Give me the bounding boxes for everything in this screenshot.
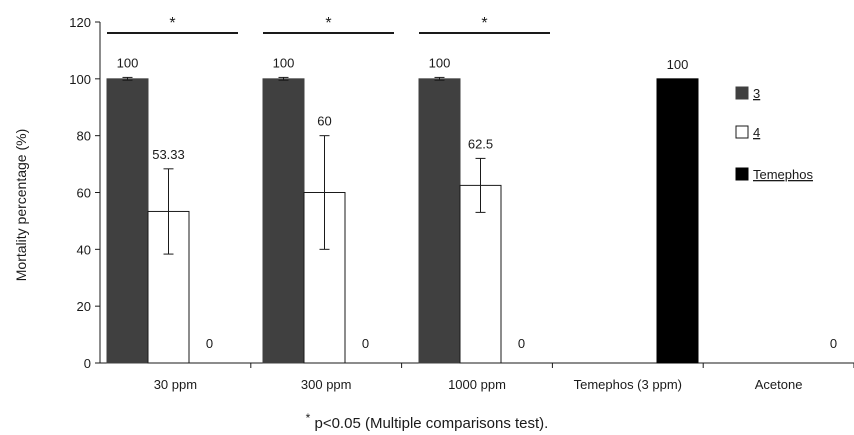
x-tick-label: 300 ppm	[301, 377, 352, 392]
legend-swatch	[735, 125, 749, 139]
x-tick-label: 1000 ppm	[448, 377, 506, 392]
bar	[459, 184, 502, 364]
y-tick-label: 0	[84, 356, 91, 371]
data-label: 0	[830, 336, 837, 351]
data-label: 53.33	[152, 147, 185, 162]
bar	[106, 78, 149, 364]
x-tick-label: 30 ppm	[154, 377, 197, 392]
y-tick-label: 40	[77, 242, 91, 257]
bar	[418, 78, 461, 364]
data-labels: 100 100 100 53.33 60 62.5 0 0 0 100 0	[117, 55, 837, 351]
significance-markers: * * *	[107, 15, 550, 34]
legend-label: 3	[753, 86, 760, 101]
significance-marker: *	[481, 15, 487, 32]
y-tick-label: 20	[77, 299, 91, 314]
bar	[262, 78, 305, 364]
data-label: 62.5	[468, 136, 493, 151]
legend-label: Temephos	[753, 167, 813, 182]
x-tick-label: Temephos (3 ppm)	[574, 377, 682, 392]
legend-swatch	[735, 86, 749, 100]
y-tick-label: 120	[69, 15, 91, 30]
data-label: 100	[429, 55, 451, 70]
y-tick-label: 80	[77, 129, 91, 144]
legend-label: 4	[753, 125, 760, 140]
data-label: 0	[362, 336, 369, 351]
bar	[656, 78, 699, 364]
y-tick-label: 100	[69, 72, 91, 87]
data-label: 0	[518, 336, 525, 351]
significance-marker: *	[169, 15, 175, 32]
data-label: 100	[667, 57, 689, 72]
data-label: 60	[317, 114, 331, 129]
data-label: 100	[117, 55, 139, 70]
x-tick-label: Acetone	[755, 377, 803, 392]
legend-swatch	[735, 167, 749, 181]
bars	[106, 76, 699, 364]
y-tick-label: 60	[77, 186, 91, 201]
footnote-text: p<0.05 (Multiple comparisons test).	[314, 415, 549, 432]
y-axis-title: Mortality percentage (%)	[13, 129, 29, 282]
footnote-marker: *	[305, 411, 311, 425]
legend: 3 4 Temephos	[735, 86, 813, 182]
significance-marker: *	[325, 15, 331, 32]
data-label: 0	[206, 336, 213, 351]
data-label: 100	[273, 55, 295, 70]
footnote: * p<0.05 (Multiple comparisons test).	[0, 411, 854, 432]
